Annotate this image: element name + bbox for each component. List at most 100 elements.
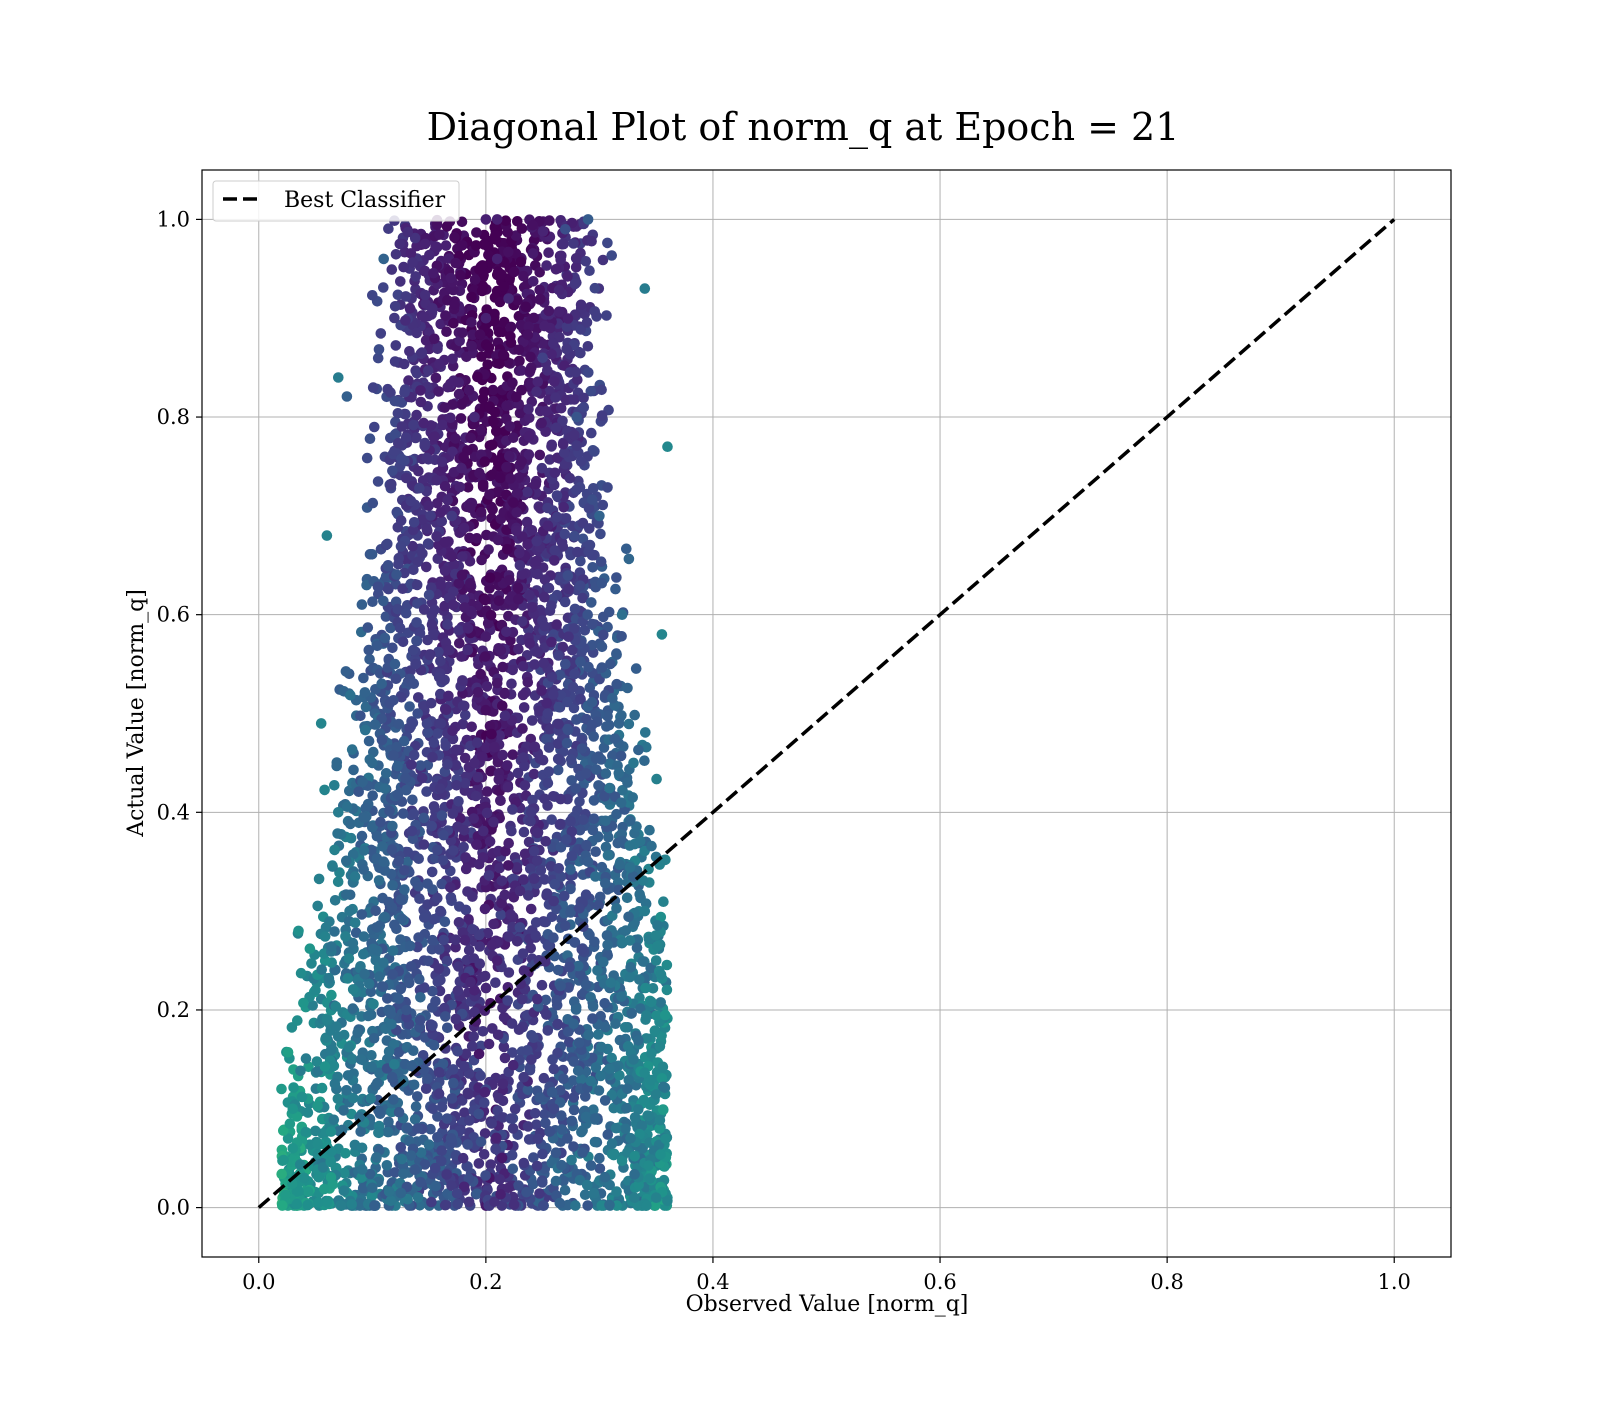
scatter-point	[456, 569, 468, 581]
scatter-point	[569, 937, 581, 948]
scatter-point	[606, 1052, 617, 1064]
scatter-point	[572, 1065, 584, 1077]
scatter-point	[333, 372, 344, 383]
scatter-point	[422, 538, 434, 549]
y-tick-label: 0.6	[157, 603, 190, 627]
scatter-point	[424, 649, 436, 661]
scatter-point	[346, 1198, 358, 1210]
scatter-point	[437, 419, 449, 431]
scatter-point	[386, 1019, 397, 1030]
scatter-point	[405, 961, 417, 972]
scatter-point	[411, 617, 422, 628]
scatter-point	[534, 267, 545, 278]
scatter-point	[382, 993, 393, 1004]
scatter-point	[340, 889, 352, 900]
scatter-point	[342, 973, 354, 984]
scatter-point	[481, 681, 493, 692]
scatter-point	[574, 580, 586, 591]
scatter-point	[559, 890, 570, 902]
scatter-point	[506, 678, 517, 690]
scatter-point	[598, 742, 610, 753]
scatter-point	[552, 1018, 564, 1030]
scatter-point	[503, 1182, 514, 1194]
scatter-point	[522, 1045, 533, 1056]
scatter-point	[525, 942, 536, 954]
scatter-point	[549, 545, 560, 556]
scatter-point	[447, 725, 458, 737]
scatter-point	[529, 873, 540, 884]
scatter-point	[612, 877, 624, 888]
scatter-point	[622, 777, 633, 788]
scatter-point	[575, 693, 586, 705]
scatter-point	[313, 1197, 324, 1208]
scatter-point	[571, 714, 582, 725]
best-classifier-line	[257, 218, 1396, 1209]
x-axis-label: Observed Value [norm_q]	[686, 1292, 969, 1317]
scatter-point	[552, 964, 564, 976]
scatter-point	[586, 597, 597, 608]
scatter-point	[587, 562, 598, 573]
scatter-point	[384, 698, 395, 709]
scatter-point	[590, 871, 601, 882]
scatter-point	[392, 289, 404, 301]
scatter-point	[371, 830, 383, 842]
scatter-point	[479, 1086, 491, 1098]
scatter-point	[571, 484, 582, 496]
scatter-point	[476, 554, 487, 566]
scatter-points	[276, 214, 673, 1211]
scatter-point	[625, 1132, 636, 1144]
scatter-point	[559, 447, 570, 459]
scatter-point	[504, 574, 515, 586]
scatter-point	[410, 658, 421, 670]
scatter-point	[567, 681, 579, 693]
scatter-point	[390, 673, 402, 684]
scatter-point	[463, 944, 475, 956]
scatter-point	[432, 844, 443, 856]
scatter-point	[406, 1060, 417, 1072]
scatter-point	[596, 1200, 607, 1211]
scatter-point	[278, 1125, 289, 1136]
scatter-point	[358, 948, 369, 960]
chart-title: Diagonal Plot of norm_q at Epoch = 21	[427, 105, 1180, 150]
scatter-point	[450, 433, 461, 444]
scatter-point	[418, 311, 430, 323]
scatter-point	[440, 740, 452, 751]
scatter-point	[629, 709, 640, 721]
scatter-point	[569, 668, 580, 680]
scatter-point	[395, 541, 407, 552]
scatter-point	[600, 815, 611, 827]
scatter-point	[542, 777, 554, 789]
scatter-point	[364, 433, 376, 445]
scatter-point	[523, 430, 535, 442]
scatter-point	[291, 1198, 303, 1210]
scatter-point	[490, 230, 501, 241]
scatter-point	[295, 967, 307, 979]
scatter-point	[478, 239, 490, 250]
scatter-point	[561, 343, 572, 355]
scatter-point	[377, 981, 389, 992]
scatter-point	[473, 1048, 485, 1060]
scatter-point	[356, 599, 368, 610]
scatter-point	[507, 1123, 519, 1134]
scatter-point	[439, 916, 451, 928]
scatter-point	[515, 256, 527, 268]
scatter-point	[583, 661, 594, 673]
scatter-point	[511, 936, 523, 947]
scatter-point	[418, 839, 430, 850]
scatter-point	[330, 1001, 342, 1012]
scatter-point	[378, 253, 390, 265]
scatter-point	[531, 993, 543, 1005]
scatter-point	[504, 421, 516, 432]
scatter-point	[637, 956, 649, 967]
scatter-point	[498, 281, 510, 293]
scatter-point	[496, 269, 507, 280]
scatter-point	[538, 1072, 550, 1084]
scatter-point	[387, 880, 398, 891]
scatter-point	[599, 998, 610, 1009]
scatter-point	[503, 837, 514, 849]
scatter-point	[431, 531, 442, 542]
scatter-point	[376, 678, 388, 689]
scatter-point	[589, 1136, 601, 1148]
scatter-point	[403, 977, 415, 989]
scatter-point	[622, 682, 633, 694]
